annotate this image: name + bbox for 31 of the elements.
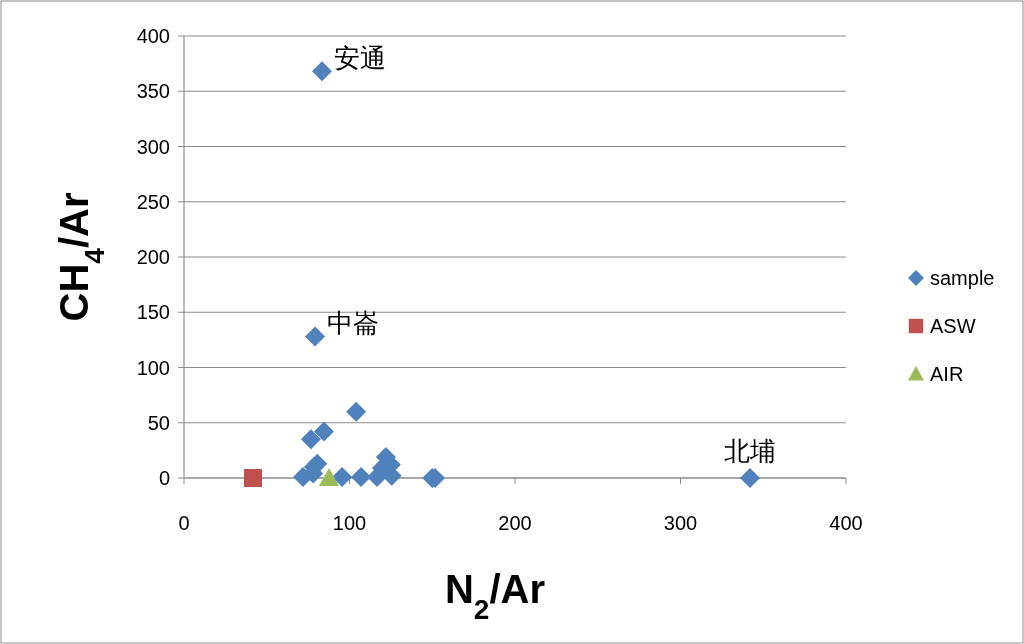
point: [244, 469, 263, 487]
legend-label: AIR: [930, 363, 964, 385]
y-tick-label: 300: [136, 135, 170, 158]
y-tick-label: 0: [158, 467, 170, 489]
point: [300, 429, 321, 450]
x-tick-label: 100: [332, 512, 367, 534]
annotation: 中崙: [327, 308, 380, 339]
point: [346, 401, 367, 422]
y-tick-label: 250: [136, 190, 170, 213]
y-tick-label: 50: [147, 411, 170, 434]
x-tick-label: 300: [663, 512, 698, 534]
x-tick-label: 0: [178, 512, 190, 534]
point: [312, 61, 333, 82]
y-tick-label: 400: [136, 25, 170, 47]
point: [318, 468, 339, 486]
point: [314, 421, 335, 442]
y-tick-label: 200: [136, 246, 170, 268]
annotation: 安通: [334, 43, 387, 74]
y-tick-label: 350: [136, 80, 170, 103]
y-tick-label: 150: [136, 301, 170, 324]
point: [351, 466, 372, 487]
y-tick-label: 100: [136, 356, 170, 379]
legend-label: sample: [930, 267, 995, 289]
point: [332, 466, 353, 487]
x-tick-label: 200: [498, 512, 532, 534]
x-tick-label: 400: [829, 512, 863, 534]
annotation: 北埔: [724, 436, 777, 466]
point: [740, 468, 761, 488]
x-axis-title: N$_{2}$/Ar: [444, 567, 546, 625]
point: [305, 326, 326, 347]
legend-label: ASW: [930, 315, 976, 337]
